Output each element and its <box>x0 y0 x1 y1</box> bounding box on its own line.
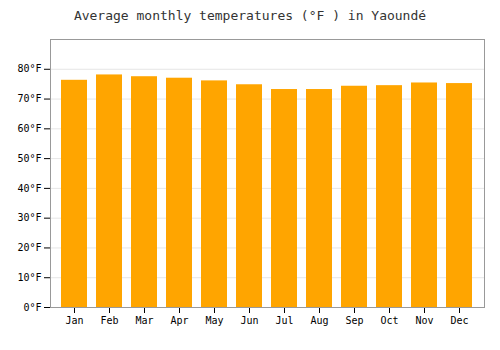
svg-text:0°F: 0°F <box>23 302 41 313</box>
svg-text:80°F: 80°F <box>17 63 41 74</box>
svg-text:50°F: 50°F <box>17 153 41 164</box>
svg-text:Sep: Sep <box>345 315 363 326</box>
html-text:Average monthly temperatures (: Average monthly temperatures (°F ) in Ya… <box>73 8 427 23</box>
svg-text:Jan: Jan <box>65 315 83 326</box>
svg-text:20°F: 20°F <box>17 242 41 253</box>
svg-text:Mar: Mar <box>135 315 153 326</box>
svg-text:Aug: Aug <box>310 315 328 326</box>
svg-text:10°F: 10°F <box>17 272 41 283</box>
svg-text:May: May <box>205 315 223 326</box>
svg-text:40°F: 40°F <box>17 183 41 194</box>
svg-text:Nov: Nov <box>415 315 433 326</box>
svg-text:60°F: 60°F <box>17 123 41 134</box>
svg-text:Jun: Jun <box>240 315 258 326</box>
svg-text:30°F: 30°F <box>17 212 41 223</box>
svg-text:Apr: Apr <box>170 315 188 326</box>
svg-text:Feb: Feb <box>100 315 118 326</box>
svg-text:Dec: Dec <box>450 315 468 326</box>
svg-text:70°F: 70°F <box>17 93 41 104</box>
svg-text:Oct: Oct <box>380 315 398 326</box>
svg-text:Jul: Jul <box>275 315 293 326</box>
